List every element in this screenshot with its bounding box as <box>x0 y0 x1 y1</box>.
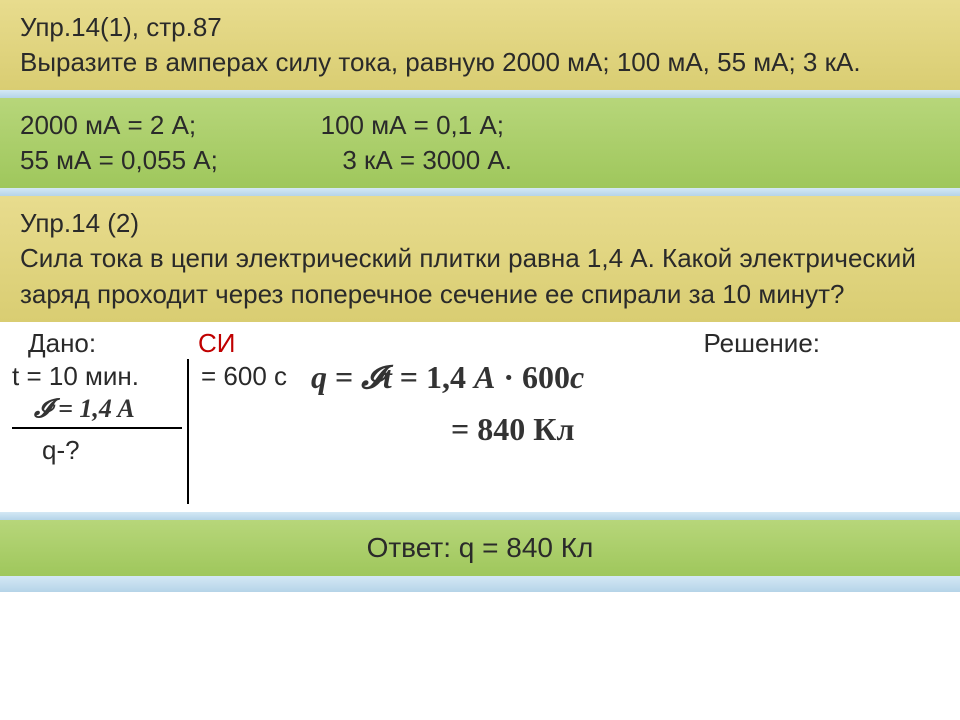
spacer <box>0 576 960 592</box>
conv-2a: 55 мА = 0,055 А; <box>20 145 218 175</box>
conv-1b: 100 мА = 0,1 А; <box>321 110 504 140</box>
upr14-2-title: Упр.14 (2) <box>20 206 940 241</box>
formula-2: = 840 Кл <box>311 397 940 448</box>
label-si: СИ <box>198 328 328 359</box>
physics-slide: Упр.14(1), стр.87 Выразите в амперах сил… <box>0 0 960 720</box>
conv-1a: 2000 мА = 2 А; <box>20 110 196 140</box>
t-si: = 600 с <box>201 359 311 394</box>
upr14-1-question: Выразите в амперах силу тока, равную 200… <box>20 45 940 80</box>
spacer <box>0 512 960 520</box>
upr14-1-block: Упр.14(1), стр.87 Выразите в амперах сил… <box>0 0 960 90</box>
t-line: t = 10 мин. <box>12 359 187 394</box>
answer-band: Ответ: q = 840 Кл <box>0 520 960 576</box>
conv-row2: 55 мА = 0,055 А; 3 кА = 3000 А. <box>20 143 940 178</box>
q-find: q-? <box>12 433 187 468</box>
spacer <box>0 90 960 98</box>
upr14-2-block: Упр.14 (2) Сила тока в цепи электрически… <box>0 196 960 321</box>
upr14-1-title: Упр.14(1), стр.87 <box>20 10 940 45</box>
formula-1: q = 𝓘t = 1,4 A · 600c <box>311 359 940 397</box>
answer-text: Ответ: q = 840 Кл <box>367 532 594 563</box>
label-given: Дано: <box>28 328 198 359</box>
conversions-block: 2000 мА = 2 А; 100 мА = 0,1 А; 55 мА = 0… <box>0 98 960 188</box>
label-solution: Решение: <box>703 328 820 359</box>
solution-block: Дано: СИ Решение: t = 10 мин. 𝓘 = 1,4 A … <box>0 322 960 512</box>
spacer <box>0 188 960 196</box>
vline <box>187 359 189 504</box>
I-line: 𝓘 = 1,4 A <box>12 394 187 425</box>
hr <box>12 427 182 429</box>
conv-2b: 3 кА = 3000 А. <box>342 145 512 175</box>
conv-row1: 2000 мА = 2 А; 100 мА = 0,1 А; <box>20 108 940 143</box>
upr14-2-question: Сила тока в цепи электрический плитки ра… <box>20 241 940 311</box>
